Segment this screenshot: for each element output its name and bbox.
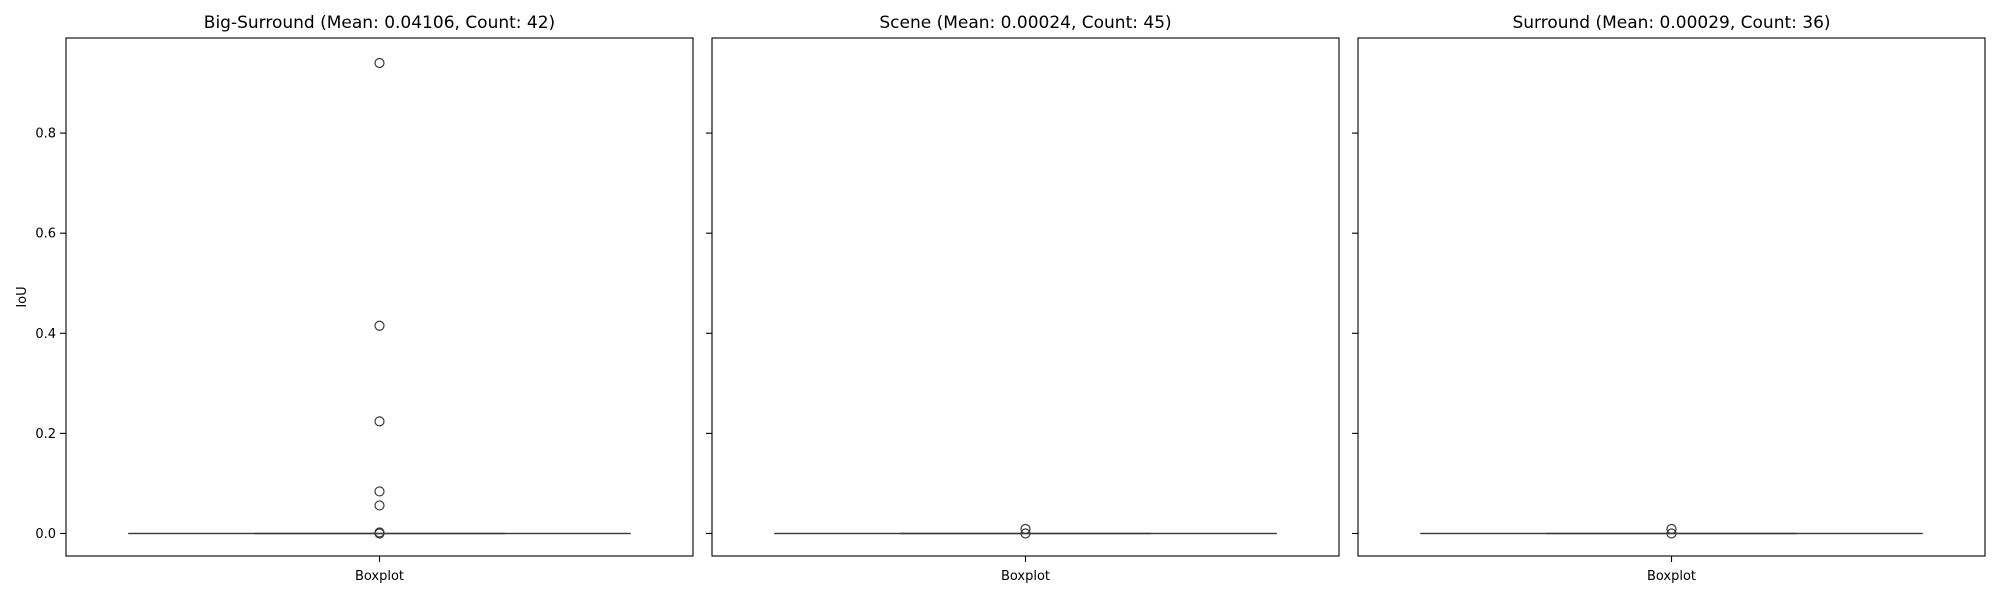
x-category-label: Boxplot	[355, 569, 404, 584]
outlier-point	[374, 416, 385, 427]
chart-title: Big-Surround (Mean: 0.04106, Count: 42)	[204, 13, 555, 33]
outlier-point	[374, 486, 385, 497]
outlier-point	[374, 320, 385, 331]
outlier-point	[1020, 523, 1031, 535]
outlier-point	[374, 500, 385, 511]
outlier-point	[1666, 523, 1677, 535]
plot-frame	[1357, 37, 1986, 557]
outlier-point	[1020, 528, 1031, 539]
y-tick-label: 0.0	[35, 527, 56, 542]
x-category-label: Boxplot	[1001, 569, 1050, 584]
chart-title: Surround (Mean: 0.00029, Count: 36)	[1512, 13, 1830, 33]
plot-frame	[65, 37, 694, 557]
outlier-point	[374, 57, 385, 69]
y-tick-label: 0.8	[35, 127, 56, 142]
plot-frame	[711, 37, 1340, 557]
y-axis-label: IoU	[15, 286, 30, 307]
y-tick-label: 0.2	[35, 427, 56, 442]
y-tick-label: 0.6	[35, 227, 56, 242]
x-category-label: Boxplot	[1647, 569, 1696, 584]
outlier-point	[1666, 528, 1677, 539]
chart-title: Scene (Mean: 0.00024, Count: 45)	[879, 13, 1171, 33]
outlier-point	[374, 528, 385, 539]
y-tick-label: 0.4	[35, 327, 56, 342]
